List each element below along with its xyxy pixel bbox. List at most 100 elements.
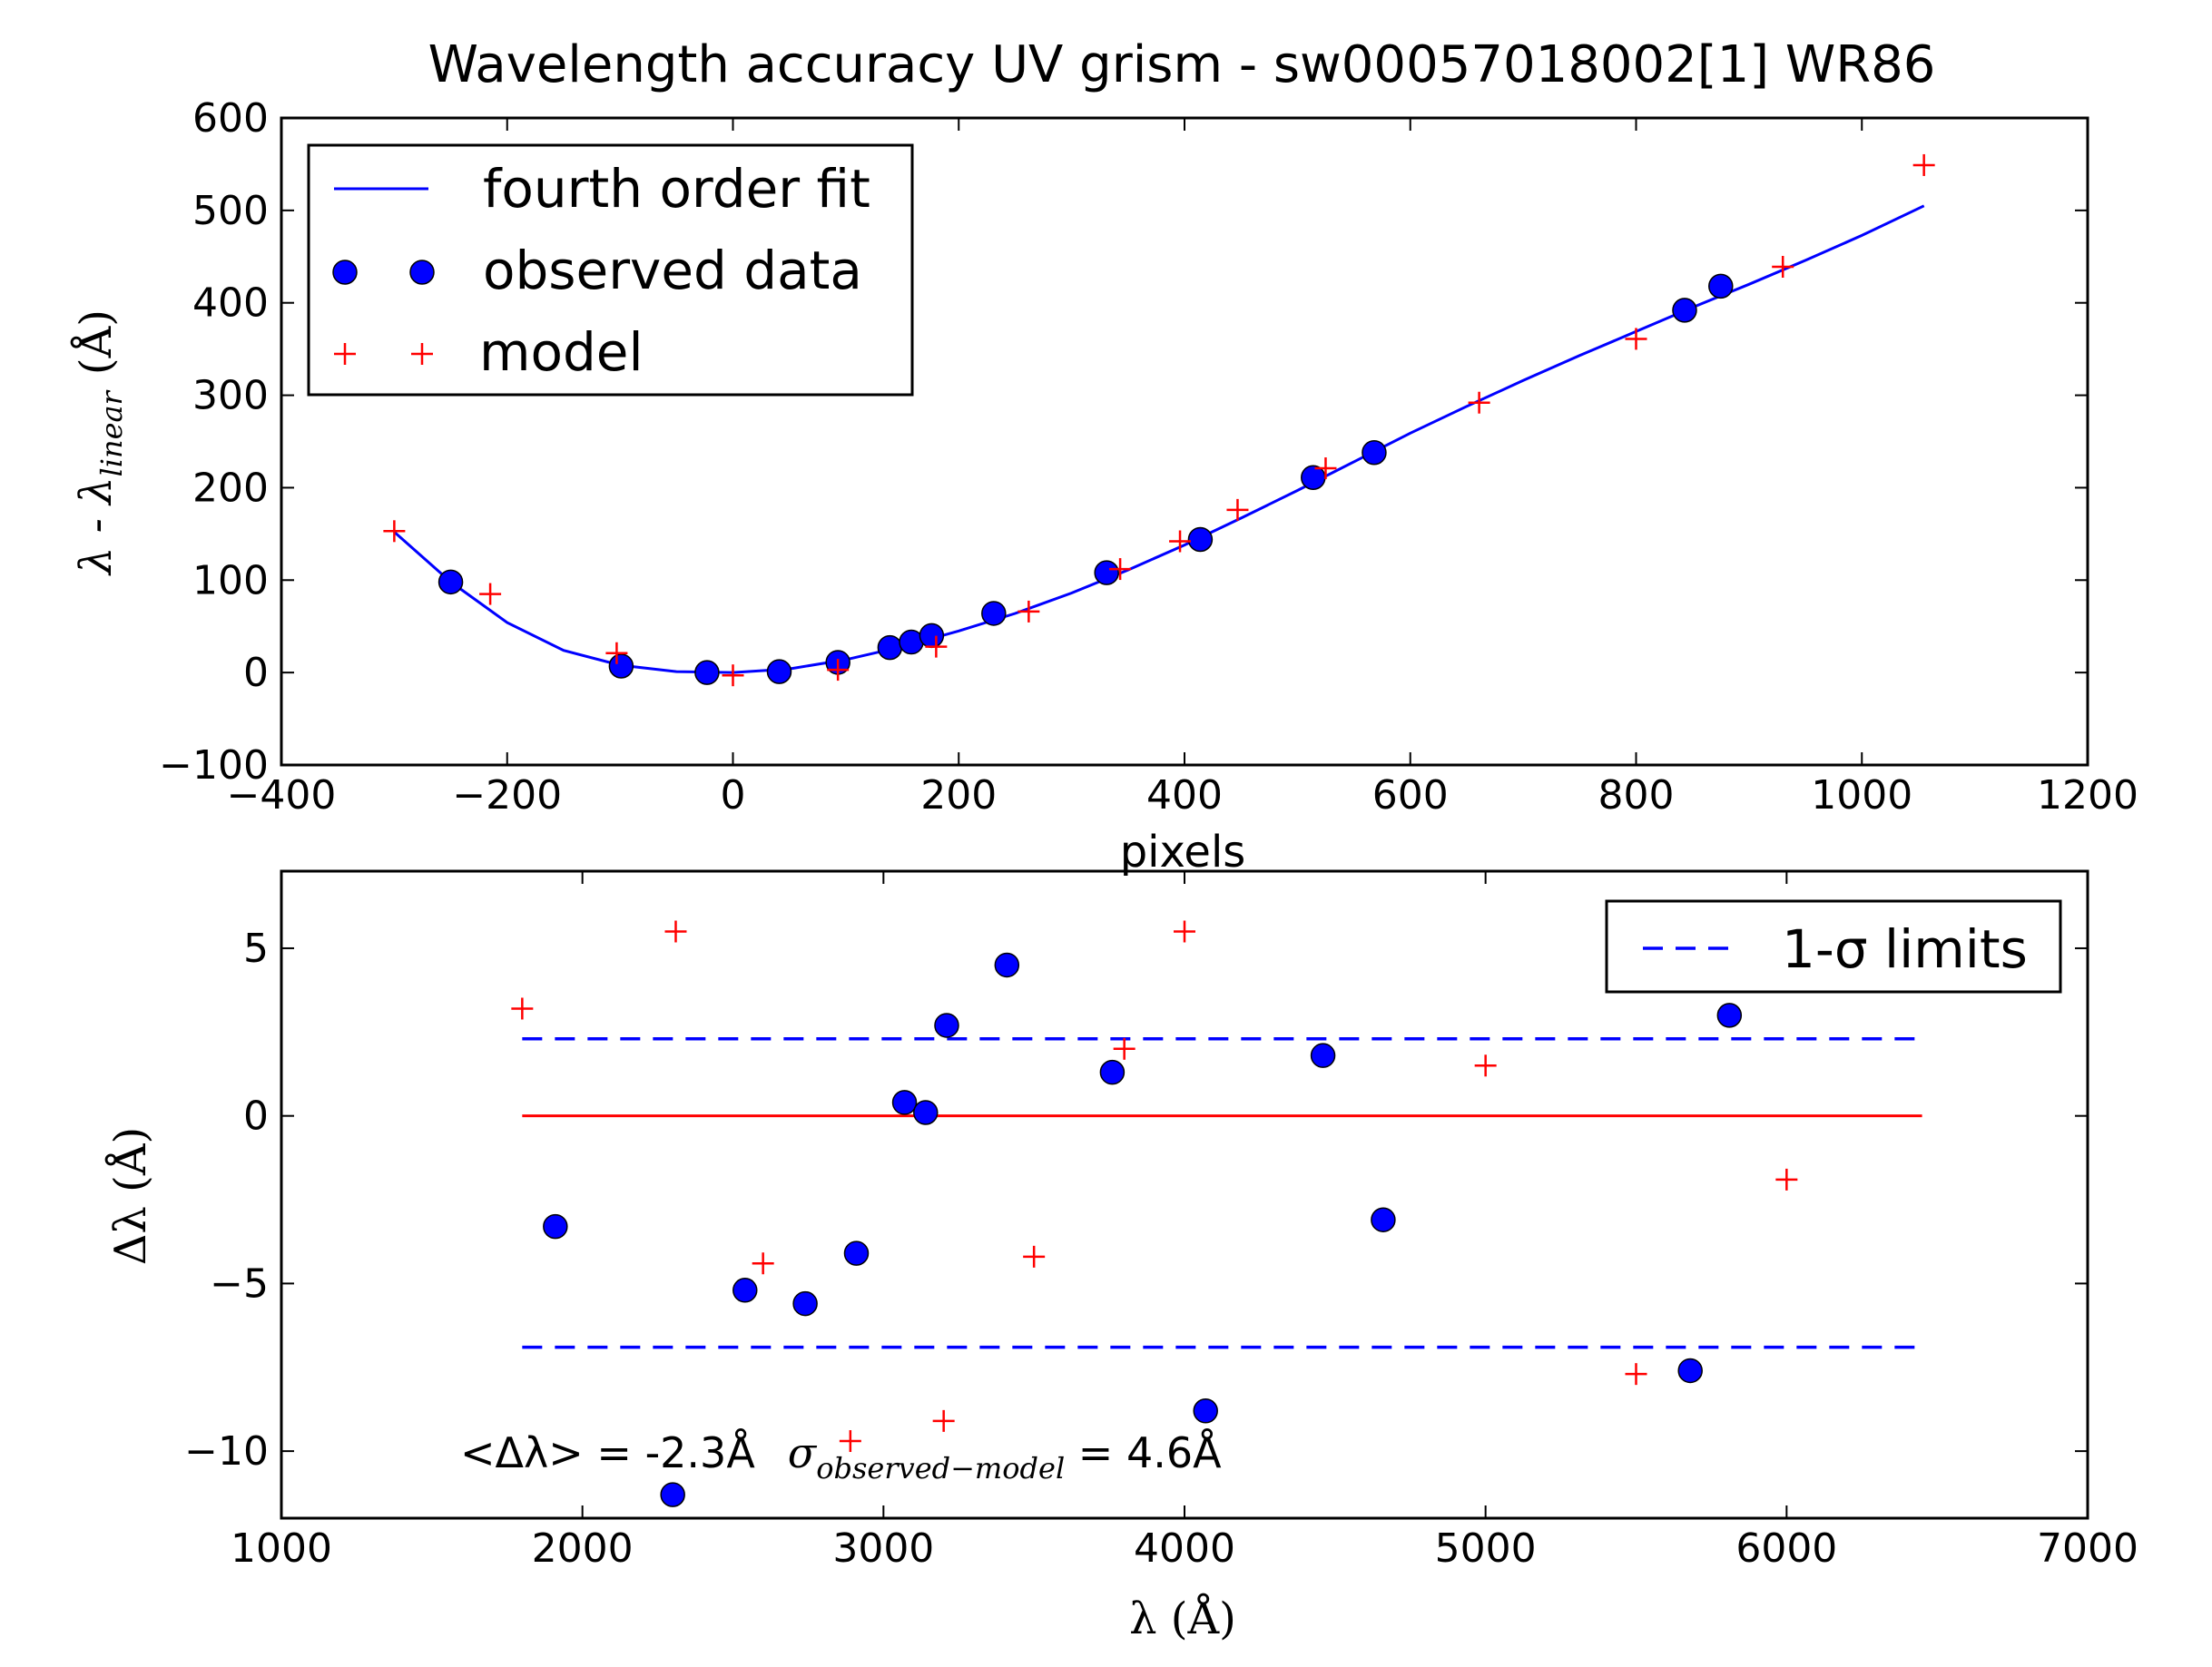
bottom-x-tick-label: 3000 [832, 1525, 934, 1572]
top-y-label-unit: (Å) [70, 309, 122, 375]
top-y-tick-label: −100 [159, 742, 269, 789]
observed-data-point [437, 569, 464, 595]
model-point [1169, 530, 1192, 553]
bottom-x-tick-label: 4000 [1134, 1525, 1235, 1572]
residual-observed-point [1193, 1398, 1218, 1424]
residual-observed-point [660, 1482, 685, 1507]
bottom-x-axis-label: λ (Å) [1129, 1593, 1236, 1644]
residual-model-point [664, 920, 687, 943]
top-y-tick-label: 200 [192, 465, 269, 511]
residual-model-point [932, 1409, 955, 1432]
observed-data-point [919, 623, 945, 649]
model-point [827, 659, 850, 682]
legend-observed-label: observed data [483, 240, 862, 301]
model-point [1226, 498, 1249, 521]
top-x-tick-label: 600 [1372, 772, 1449, 819]
top-x-axis-label: pixels [1120, 827, 1246, 878]
residual-observed-point [1099, 1059, 1126, 1085]
model-point [479, 583, 502, 605]
observed-data-point [981, 601, 1007, 626]
model-point [1625, 328, 1647, 350]
residual-observed-point [543, 1213, 568, 1240]
residual-observed-point [732, 1278, 758, 1303]
legend-observed-marker [332, 260, 358, 285]
bottom-y-tick-label: 5 [243, 926, 269, 972]
model-point [1468, 391, 1490, 414]
bottom-x-tick-label: 2000 [532, 1525, 634, 1572]
stats-annotation: <Δλ> = -2.3Å σobserved−model = 4.6Å [460, 1428, 1222, 1486]
top-y-label-main: λ - λ [71, 476, 122, 576]
residual-observed-point [1677, 1358, 1703, 1384]
sigma-symbol: σ [788, 1428, 818, 1477]
observed-data-point [1362, 439, 1387, 466]
model-point [925, 635, 948, 658]
bottom-legend-box [1605, 899, 2062, 994]
residual-model-point [1023, 1245, 1046, 1268]
bottom-legend: 1-σ limits [1605, 899, 2062, 994]
residual-observed-point [994, 952, 1020, 978]
residual-observed-point [1716, 1003, 1743, 1028]
model-point [1912, 153, 1935, 176]
bottom-plot: 1000 2000 3000 4000 5000 6000 7000 −10 −5 0 5 λ (Å… [104, 869, 2138, 1644]
bottom-y-tick-label: −5 [210, 1260, 269, 1307]
top-y-tick-label: 600 [192, 95, 269, 142]
top-y-tick-label: 400 [192, 280, 269, 327]
observed-data-point [1672, 298, 1697, 323]
top-legend: fourth order fit observed data model [307, 143, 914, 397]
top-title: Wavelength accuracy UV grism - sw0005701… [428, 35, 1936, 94]
top-x-tick-label: 800 [1598, 772, 1675, 819]
top-x-tick-label: 1000 [1811, 772, 1912, 819]
observed-data-point [766, 659, 792, 684]
observed-data-point [1187, 526, 1214, 553]
top-x-tick-label: 400 [1146, 772, 1223, 819]
bottom-y-tick-label: 0 [243, 1093, 269, 1140]
top-x-tick-label: 1200 [2037, 772, 2138, 819]
observed-data-point [694, 660, 720, 685]
top-axis-ticks: −400 −200 0 200 400 600 800 1000 1200 −100 0 100 200… [159, 95, 2138, 819]
bottom-y-tick-label: −10 [184, 1428, 269, 1475]
top-y-label-sub: linear [94, 389, 129, 476]
residual-observed-point [934, 1013, 959, 1038]
model-point [383, 520, 406, 543]
residual-model-point [752, 1252, 774, 1275]
residual-model-point [1474, 1054, 1497, 1077]
observed-data-point [1708, 273, 1734, 299]
residual-model-point [839, 1430, 861, 1453]
residual-observed-point [1310, 1043, 1336, 1068]
residual-model-point [1174, 920, 1195, 943]
mean-offset-text: <Δλ> = -2.3Å [460, 1428, 755, 1477]
bottom-plot-area [511, 920, 1922, 1507]
sigma-value-text: = 4.6Å [1065, 1428, 1222, 1477]
sigma-subscript: observed−model [816, 1451, 1065, 1486]
residual-model-point [511, 997, 534, 1020]
bottom-x-tick-label: 6000 [1735, 1525, 1837, 1572]
legend-observed-marker [409, 260, 435, 285]
legend-model-label: model [479, 321, 644, 383]
model-point [1109, 558, 1132, 581]
top-y-tick-label: 500 [192, 188, 269, 234]
residual-observed-point [1371, 1207, 1396, 1232]
top-x-tick-label: 0 [721, 772, 746, 819]
fit-curve-line [393, 204, 1925, 674]
residual-model-point [1625, 1363, 1647, 1386]
bottom-axis-ticks: 1000 2000 3000 4000 5000 6000 7000 −10 −5 0 5 [184, 871, 2138, 1572]
model-point [1772, 255, 1794, 278]
residual-observed-point [792, 1290, 818, 1317]
top-x-tick-label: −200 [452, 772, 562, 819]
observed-data-point [608, 653, 634, 679]
legend-fit-label: fourth order fit [483, 158, 870, 220]
top-plot-area [383, 153, 1935, 687]
residual-model-point [1113, 1037, 1135, 1060]
observed-data-point [877, 634, 903, 661]
bottom-x-tick-label: 7000 [2037, 1525, 2138, 1572]
top-y-axis-label: λ - λlinear (Å) [70, 309, 129, 576]
bottom-x-tick-label: 5000 [1435, 1525, 1537, 1572]
model-point [722, 664, 744, 687]
top-x-tick-label: −400 [227, 772, 337, 819]
top-y-tick-label: 100 [192, 557, 269, 603]
top-plot: Wavelength accuracy UV grism - sw0005701… [70, 35, 2138, 878]
residual-observed-point [913, 1100, 939, 1125]
top-y-tick-label: 0 [243, 650, 269, 696]
observed-data-point [1094, 560, 1119, 585]
model-point [605, 642, 628, 664]
